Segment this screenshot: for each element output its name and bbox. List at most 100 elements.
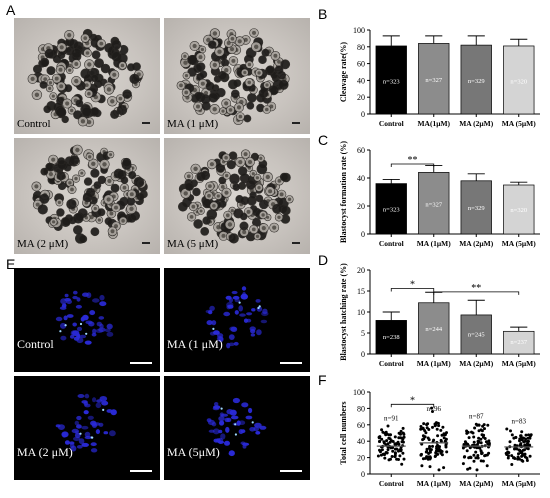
nucleus-dot — [81, 442, 89, 447]
embryo-cell — [116, 104, 128, 116]
embryo-cell — [97, 208, 106, 217]
nucleus-dot — [211, 422, 217, 427]
cell-count-point — [509, 429, 512, 433]
cell-count-point — [440, 453, 444, 457]
cell-count-point — [419, 427, 423, 431]
embryo-cell — [258, 55, 267, 65]
embryo-cell — [111, 39, 122, 50]
x-tick-label: MA (1μM) — [417, 359, 452, 368]
nucleus-dot — [224, 417, 230, 423]
bar-n-label: n=327 — [425, 201, 442, 208]
nucleus-dot — [73, 290, 78, 295]
embryo-nucleus — [277, 179, 282, 183]
cell-count-point — [389, 446, 393, 450]
y-tick-label: 20 — [357, 93, 365, 102]
significance-label: * — [410, 279, 415, 290]
embryo-cell — [184, 182, 194, 191]
embryo-cell — [66, 198, 77, 210]
cell-count-point — [422, 422, 426, 426]
x-tick-label: MA (5μM) — [502, 239, 537, 248]
group-n-label: n=83 — [512, 418, 527, 426]
nucleus-dot — [236, 420, 241, 426]
nucleus-dot — [239, 313, 246, 317]
cell-count-point — [385, 439, 389, 443]
embryo-cell — [239, 212, 248, 221]
cell-count-point — [508, 440, 512, 444]
nucleus-dot — [70, 334, 75, 339]
embryo-cell — [281, 205, 291, 216]
cell-count-point — [486, 423, 490, 427]
nucleus-dot — [66, 314, 74, 318]
embryo-nucleus — [54, 76, 59, 81]
nucleus-dot — [72, 322, 77, 327]
embryo-cell — [93, 181, 102, 189]
embryo-cell — [120, 176, 129, 185]
nucleus-dot — [84, 393, 90, 399]
cell-count-point — [400, 436, 404, 440]
embryo-cell — [249, 191, 257, 199]
cell-count-point — [423, 435, 427, 439]
y-tick-label: 15 — [357, 287, 365, 296]
cell-count-point — [527, 433, 531, 437]
embryo-nucleus — [68, 68, 72, 72]
embryo-nucleus — [189, 215, 194, 219]
cell-count-point — [515, 447, 519, 451]
embryo-nucleus — [193, 166, 198, 171]
bar — [375, 45, 407, 115]
embryo-nucleus — [106, 87, 112, 92]
nucleus-dot — [78, 438, 85, 445]
embryo-cell — [207, 40, 217, 49]
embryo-cell — [231, 89, 240, 99]
cell-count-point — [428, 450, 432, 454]
embryo-nucleus — [106, 197, 111, 202]
y-axis-label: Total cell numbers — [339, 401, 348, 464]
cell-count-point — [435, 427, 439, 431]
x-tick-label: Control — [379, 239, 404, 248]
bar-n-label: n=320 — [510, 78, 527, 85]
nucleus-dot — [89, 310, 96, 316]
nucleus-dot — [219, 420, 225, 426]
embryo-cell — [90, 107, 100, 116]
nucleus-dot — [255, 431, 261, 435]
embryo-cell — [245, 179, 256, 190]
embryo-nucleus — [74, 176, 78, 181]
embryo-cell — [265, 65, 275, 75]
y-tick-label: 5 — [361, 329, 365, 338]
cell-count-point — [421, 427, 425, 431]
nucleus-dot — [229, 409, 237, 416]
nucleus-dot — [95, 328, 104, 333]
nucleus-dot — [230, 415, 239, 420]
embryo-nucleus — [230, 36, 235, 41]
nucleus-dot — [82, 292, 89, 297]
embryo-cell — [75, 99, 84, 108]
nucleus-dot — [76, 424, 82, 429]
embryo-nucleus — [48, 86, 52, 90]
nucleus-dot — [74, 420, 79, 426]
embryo-nucleus — [216, 194, 220, 198]
cell-count-point — [523, 455, 527, 459]
cell-count-point — [399, 429, 403, 433]
y-tick-label: 10 — [357, 308, 365, 317]
embryo-cell — [280, 59, 291, 70]
x-tick-label: Control — [379, 119, 404, 128]
cell-count-point — [483, 427, 486, 431]
cell-count-point — [474, 456, 478, 460]
cell-count-point — [520, 458, 524, 462]
embryo-cell — [206, 209, 218, 220]
cell-count-point — [386, 448, 390, 452]
nucleus-dot — [250, 329, 256, 334]
embryo-cell — [90, 74, 99, 83]
cell-count-point — [528, 454, 532, 458]
embryo-nucleus — [200, 81, 205, 86]
embryo-nucleus — [243, 70, 247, 75]
nucleus-dot — [81, 425, 89, 430]
bright-spot — [64, 324, 67, 327]
cell-count-point — [474, 450, 478, 454]
cell-count-point — [462, 443, 466, 446]
embryo-nucleus — [243, 152, 248, 157]
nucleus-dot — [98, 316, 105, 320]
cell-count-point — [476, 454, 480, 457]
embryo-nucleus — [236, 105, 242, 110]
embryo-nucleus — [112, 72, 117, 77]
panel-letter-e: E — [6, 256, 16, 272]
